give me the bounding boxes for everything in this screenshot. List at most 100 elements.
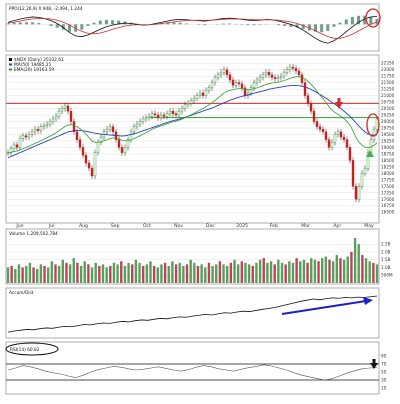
price-tick-label: 19750 [381,125,395,130]
volume-bar [263,258,265,283]
rsi-tick-label: 10 [381,386,387,391]
volume-tick-label: 1.0B [381,265,391,270]
volume-bar [87,264,89,283]
ppo-histogram-bar [25,22,28,24]
candle-body [334,134,336,142]
volume-bar [317,261,319,283]
candle-body [193,98,195,101]
candle-body [31,132,33,135]
candle-body [64,106,66,109]
candle-body [349,147,351,160]
volume-bar [230,263,232,283]
x-axis-month-label: Oct [143,223,151,229]
volume-bar [73,258,75,283]
volume-bar [237,264,239,283]
price-tick-label: 22250 [381,61,395,66]
volume-bar [142,266,144,283]
volume-bar [171,261,173,283]
candle-body [304,83,306,96]
ppo-histogram-bar [326,24,329,31]
ppo-histogram-bar [111,20,114,24]
candle-body [226,70,228,75]
volume-bar [376,264,378,283]
candle-body [148,116,150,117]
volume-bar [51,261,53,283]
candle-body [319,127,321,130]
candle-body [190,101,192,104]
candle-body [307,96,309,104]
candle-body [184,105,186,109]
price-tick-label: 21250 [381,87,395,92]
volume-bar [179,263,181,283]
volume-bar [336,255,338,283]
volume-bar [193,263,195,283]
price-axis-ticks: 2225022000217502150021250210002075020500… [381,61,395,215]
ppo-histogram-bar [105,20,108,25]
volume-bar [116,264,118,283]
ppo-histogram-bar [37,23,40,24]
candle-body [133,127,135,132]
x-axis-month-label: Jun [15,223,23,229]
x-axis-month-label: Dec [206,223,215,229]
volume-bar [146,264,148,283]
candle-body [163,115,165,116]
volume-bar [284,264,286,283]
volume-bar [189,260,191,283]
volume-bar [76,263,78,283]
candle-body [118,140,120,148]
candle-body [106,129,108,132]
volume-bar [131,264,133,283]
price-tick-label: 21000 [381,93,395,98]
volume-bar [102,264,104,283]
volume-bar [248,264,250,283]
ppo-histogram-bar [222,24,225,25]
candle-body [358,186,360,199]
candle-body [298,71,300,75]
candle-body [172,111,174,114]
volume-bar [84,261,86,283]
volume-bar [339,258,341,283]
price-tick-label: 20500 [381,106,395,111]
candle-body [175,114,177,115]
volume-bar [175,264,177,283]
candle-body [199,93,201,96]
price-tick-label: 19000 [381,145,395,150]
volume-bar [343,260,345,283]
candle-body [208,88,210,91]
ppo-histogram-bar [369,17,372,24]
price-tick-label: 19250 [381,138,395,143]
volume-bar [157,267,159,283]
candle-body [85,155,87,163]
price-tick-label: 16500 [381,210,395,215]
price-tick-label: 17250 [381,190,395,195]
candle-body [280,76,282,77]
legend-symbol-swatch [9,58,12,61]
volume-bar [47,267,49,283]
volume-tick-label: 500M [381,273,393,278]
candle-body [331,142,333,147]
volume-bar [29,263,31,283]
price-tick-label: 18000 [381,171,395,176]
ppo-histogram-bar [56,24,59,27]
red-down-arrow-stem [338,98,341,102]
volume-bar [43,266,45,283]
volume-bar [211,266,213,283]
candle-body [253,83,255,88]
volume-bar [120,261,122,283]
volume-bar [215,264,217,283]
candle-body [229,75,231,80]
candle-body [22,136,24,139]
rsi-tick-label: 70 [381,362,387,367]
volume-bar [266,263,268,283]
price-tick-label: 19500 [381,132,395,137]
volume-bar [18,264,20,283]
volume-bar [325,257,327,283]
ppo-histogram-bar [99,21,102,25]
candle-body [343,137,345,140]
volume-bar [252,266,254,283]
volume-bar [25,266,27,283]
volume-bar [135,260,137,283]
x-axis-month-label: Jul [48,223,55,229]
